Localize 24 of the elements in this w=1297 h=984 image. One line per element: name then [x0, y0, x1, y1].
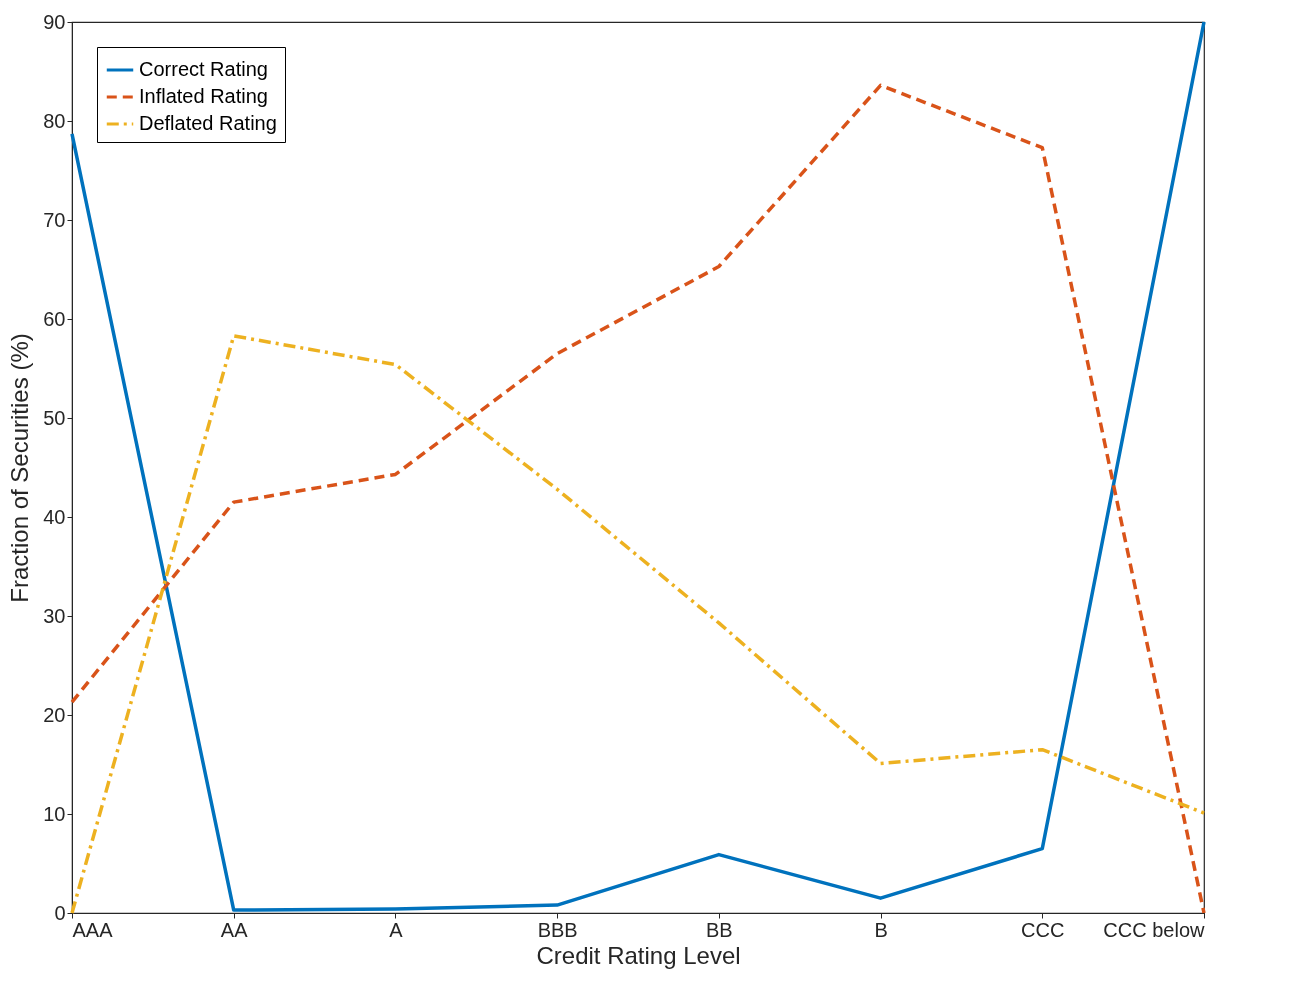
x-tick-label: BBB	[537, 918, 578, 941]
y-tick-label: 80	[43, 109, 66, 132]
x-tick-label: CCC	[1021, 918, 1065, 941]
legend-label: Inflated Rating	[139, 85, 268, 107]
y-tick-label: 60	[43, 307, 66, 330]
y-tick-label: 90	[43, 10, 66, 33]
y-tick-label: 50	[43, 406, 66, 429]
y-axis-title: Fraction of Securities (%)	[6, 333, 34, 603]
y-tick-label: 0	[54, 901, 66, 924]
x-tick-label: AA	[220, 918, 249, 941]
x-tick-label: CCC below	[1103, 918, 1206, 941]
x-tick-label: AAA	[72, 918, 114, 941]
y-tick-label: 10	[43, 802, 66, 825]
x-axis-title: Credit Rating Level	[536, 941, 741, 969]
y-tick-label: 30	[43, 604, 66, 627]
x-tick-label: B	[874, 918, 888, 941]
y-tick-label: 40	[43, 505, 66, 528]
legend-label: Correct Rating	[139, 58, 268, 80]
y-tick-label: 70	[43, 208, 66, 231]
x-tick-label: A	[389, 918, 404, 941]
line-series	[70, 334, 1206, 915]
legend-label: Deflated Rating	[139, 112, 277, 134]
y-tick-label: 20	[43, 703, 66, 726]
x-tick-label: BB	[706, 918, 733, 941]
